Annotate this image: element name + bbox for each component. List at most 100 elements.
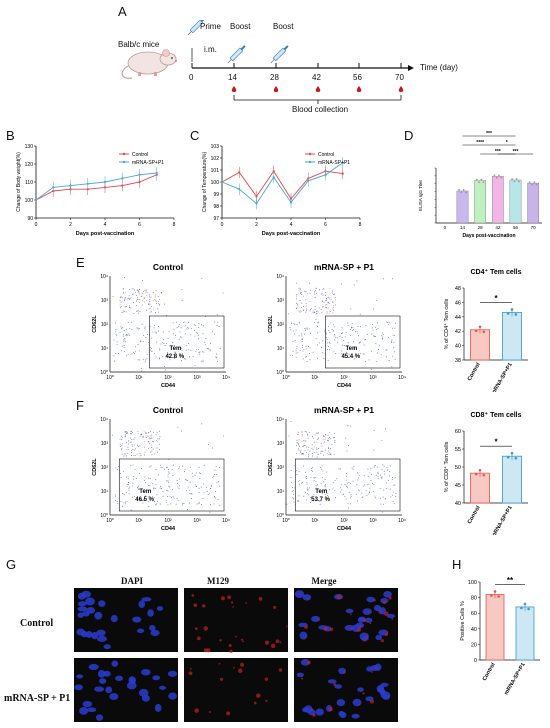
tem-gate (118, 458, 225, 512)
significance-label: * (494, 294, 498, 303)
mouse-icon (121, 49, 177, 79)
x-axis-label: CD44 (337, 383, 352, 389)
x-tick-label: 28 (478, 225, 484, 230)
x-tick-label: 10⁰ (282, 375, 290, 381)
x-tick-label: 70 (531, 225, 537, 230)
day-label-56: 56 (353, 73, 362, 82)
day-label-42: 42 (312, 73, 321, 82)
day-label-28: 28 (270, 73, 279, 82)
series-line-treatment (35, 172, 157, 201)
data-point (272, 170, 275, 173)
y-tick-label: 10⁴ (100, 274, 108, 280)
gate-label: Tem (169, 346, 181, 352)
y-tick-label: 100 (468, 580, 477, 586)
replicate-dot (510, 451, 514, 455)
flow-plot-area (285, 275, 403, 373)
x-tick-label: 10¹ (311, 375, 319, 381)
x-axis-label: CD44 (161, 526, 176, 532)
panel-label-a: A (118, 4, 127, 19)
data-point (34, 198, 38, 202)
bar (509, 179, 522, 224)
x-tick-label: 2 (69, 222, 72, 228)
x-tick-label: Control (482, 662, 497, 682)
bar (491, 176, 504, 224)
blood-collection-label: Blood collection (292, 105, 349, 114)
replicate-dot (527, 607, 530, 611)
replicate-dot (478, 468, 482, 472)
series-line-control (35, 174, 157, 201)
data-point (272, 176, 275, 179)
y-tick-label: 120 (25, 162, 34, 168)
replicate-dot (506, 455, 510, 459)
timeline-figure (121, 17, 414, 104)
replicate-dot (535, 183, 538, 186)
column-label-dapi: DAPI (121, 576, 143, 586)
y-tick-label: 46 (455, 300, 461, 306)
data-point (138, 180, 141, 184)
y-tick-label: 103 (211, 144, 220, 150)
replicate-dot (495, 176, 498, 179)
replicate-dot (478, 325, 482, 329)
replicate-dot (458, 189, 461, 191)
replicate-dot (511, 178, 514, 180)
bar (456, 190, 469, 224)
replicate-dot (474, 329, 478, 333)
significance-label: * (494, 438, 498, 447)
data-point (238, 188, 241, 191)
bar-treatment (502, 312, 523, 361)
gate-label: Tem (345, 346, 357, 352)
x-tick-label: 6 (324, 222, 327, 228)
x-tick-label: 10¹ (135, 375, 143, 381)
gate-percentage: 53.7 % (311, 497, 330, 503)
x-tick-label: 10⁴ (398, 518, 406, 524)
y-tick-label: 99 (213, 192, 219, 198)
data-point (324, 173, 327, 176)
day-label-0: 0 (189, 73, 194, 82)
x-tick-label: 10² (340, 518, 348, 524)
panel-label-b: B (6, 128, 15, 143)
gate-percentage: 42.8 % (165, 354, 184, 360)
y-tick-label: 10¹ (277, 489, 285, 495)
y-axis-label: CD62L (92, 458, 98, 476)
y-tick-label: 10⁰ (100, 513, 108, 519)
x-tick-label: 10⁰ (106, 518, 114, 524)
x-axis-label: Days post-vaccination (462, 233, 515, 239)
x-tick-label: 56 (513, 225, 519, 230)
y-tick-label: 10¹ (101, 489, 109, 495)
y-tick-label: 42 (455, 329, 461, 335)
y-tick-label: 80 (471, 596, 477, 602)
day-label-70: 70 (395, 73, 404, 82)
micrograph-merge-treatment (294, 658, 398, 722)
cd8-tem-svg: CD8⁺ Tem cells 40 45 50 55 60 % of CD8⁺ Tem ce… (443, 411, 528, 539)
y-tick-label: 97 (213, 216, 219, 222)
flow-plots-e: Control10⁰10⁰10¹10¹10²10²10³10³10⁴10⁴CD4… (92, 262, 406, 389)
boost-label-2: Boost (273, 22, 294, 31)
significance-label: *** (513, 149, 519, 155)
significance-label: **** (476, 140, 484, 146)
significance-label: * (506, 140, 508, 146)
legend-label: mRNA-SP+P1 (132, 160, 164, 166)
flow-plot-title: Control (153, 262, 183, 272)
y-tick-label: 10¹ (277, 346, 285, 352)
y-axis-label: % of CD4⁺ Tem cells (443, 298, 450, 349)
flow-events (286, 421, 397, 513)
x-tick-label: 6 (138, 222, 141, 228)
replicate-dot (514, 456, 518, 460)
replicate-dot (523, 602, 527, 606)
y-tick-label: 10³ (277, 298, 285, 304)
legend-marker (122, 152, 126, 156)
body-weight-chart: 90 100 110 120 130 0 2 4 6 8 Days post-vaccination… (14, 140, 184, 240)
tem-gate (149, 315, 225, 369)
cd8-tem-chart: CD8⁺ Tem cells 40 45 50 55 60 % of CD8⁺ Tem ce… (418, 405, 543, 539)
data-point (69, 184, 72, 187)
mouse-label: Balb/c mice (118, 40, 160, 49)
body-weight-svg: 90 100 110 120 130 0 2 4 6 8 Days post-vaccination… (16, 144, 176, 237)
y-tick-label: 0 (474, 658, 477, 664)
temperature-svg: 97 98 99 100 101 102 103 0 2 4 6 8 Days post-vaccina… (202, 144, 362, 237)
bar-treatment (515, 606, 535, 661)
replicate-dot (517, 180, 520, 183)
y-tick-label: 10³ (277, 441, 285, 447)
y-tick-label: 10⁴ (276, 274, 284, 280)
x-tick-label: mRNA-SP+P1 (504, 662, 527, 696)
y-tick-label: 20 (471, 642, 477, 648)
